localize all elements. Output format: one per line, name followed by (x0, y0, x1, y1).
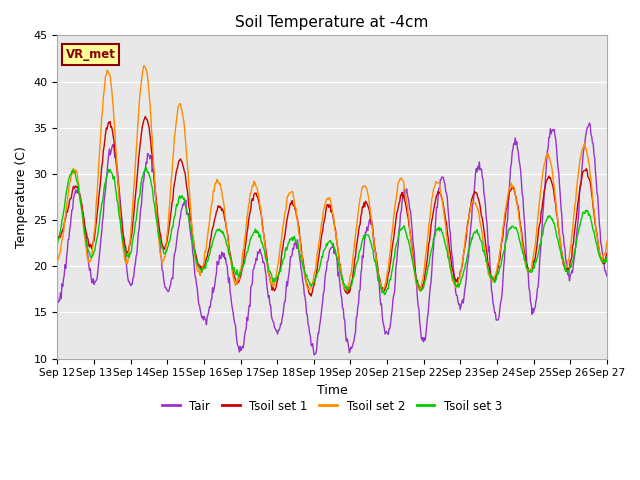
Tsoil set 3 (54, 241, 61, 247)
Line: Tair: Tair (58, 123, 607, 355)
Tair (205, 308, 212, 314)
Tair (400, 194, 408, 200)
Tsoil set 1 (603, 250, 611, 256)
Tair (586, 120, 593, 126)
Tair (120, 239, 128, 245)
Tsoil set 2 (54, 256, 61, 262)
Text: VR_met: VR_met (66, 48, 116, 61)
Tair (310, 352, 318, 358)
Tsoil set 1 (120, 235, 128, 240)
Title: Soil Temperature at -4cm: Soil Temperature at -4cm (236, 15, 429, 30)
Tsoil set 3 (142, 165, 150, 170)
Tsoil set 3 (417, 288, 424, 294)
Tsoil set 3 (603, 255, 611, 261)
Tair (176, 217, 184, 223)
Tsoil set 2 (140, 63, 148, 69)
Line: Tsoil set 2: Tsoil set 2 (58, 66, 607, 292)
Line: Tsoil set 3: Tsoil set 3 (58, 168, 607, 295)
Tsoil set 1 (307, 293, 315, 299)
Tsoil set 1 (177, 156, 184, 162)
Tsoil set 1 (205, 244, 213, 250)
Tsoil set 1 (401, 196, 408, 202)
Tsoil set 3 (120, 244, 128, 250)
Tsoil set 3 (205, 252, 213, 258)
Tsoil set 3 (381, 292, 388, 298)
Tsoil set 2 (401, 186, 408, 192)
Tair (416, 319, 424, 325)
Tsoil set 1 (141, 113, 149, 119)
Tsoil set 1 (417, 287, 424, 292)
X-axis label: Time: Time (317, 384, 348, 397)
Tsoil set 2 (205, 219, 213, 225)
Tsoil set 1 (54, 238, 61, 244)
Tsoil set 3 (63, 184, 71, 190)
Tsoil set 2 (177, 101, 184, 107)
Tair (54, 294, 61, 300)
Tsoil set 2 (120, 250, 128, 256)
Y-axis label: Temperature (C): Temperature (C) (15, 146, 28, 248)
Tsoil set 3 (177, 195, 184, 201)
Tsoil set 2 (603, 239, 611, 244)
Line: Tsoil set 1: Tsoil set 1 (58, 116, 607, 296)
Tair (603, 273, 611, 279)
Tsoil set 1 (63, 209, 71, 215)
Tsoil set 2 (417, 285, 424, 290)
Tsoil set 2 (63, 198, 71, 204)
Legend: Tair, Tsoil set 1, Tsoil set 2, Tsoil set 3: Tair, Tsoil set 1, Tsoil set 2, Tsoil se… (157, 395, 507, 417)
Tsoil set 3 (401, 223, 408, 229)
Tair (63, 248, 71, 253)
Tsoil set 2 (378, 289, 386, 295)
